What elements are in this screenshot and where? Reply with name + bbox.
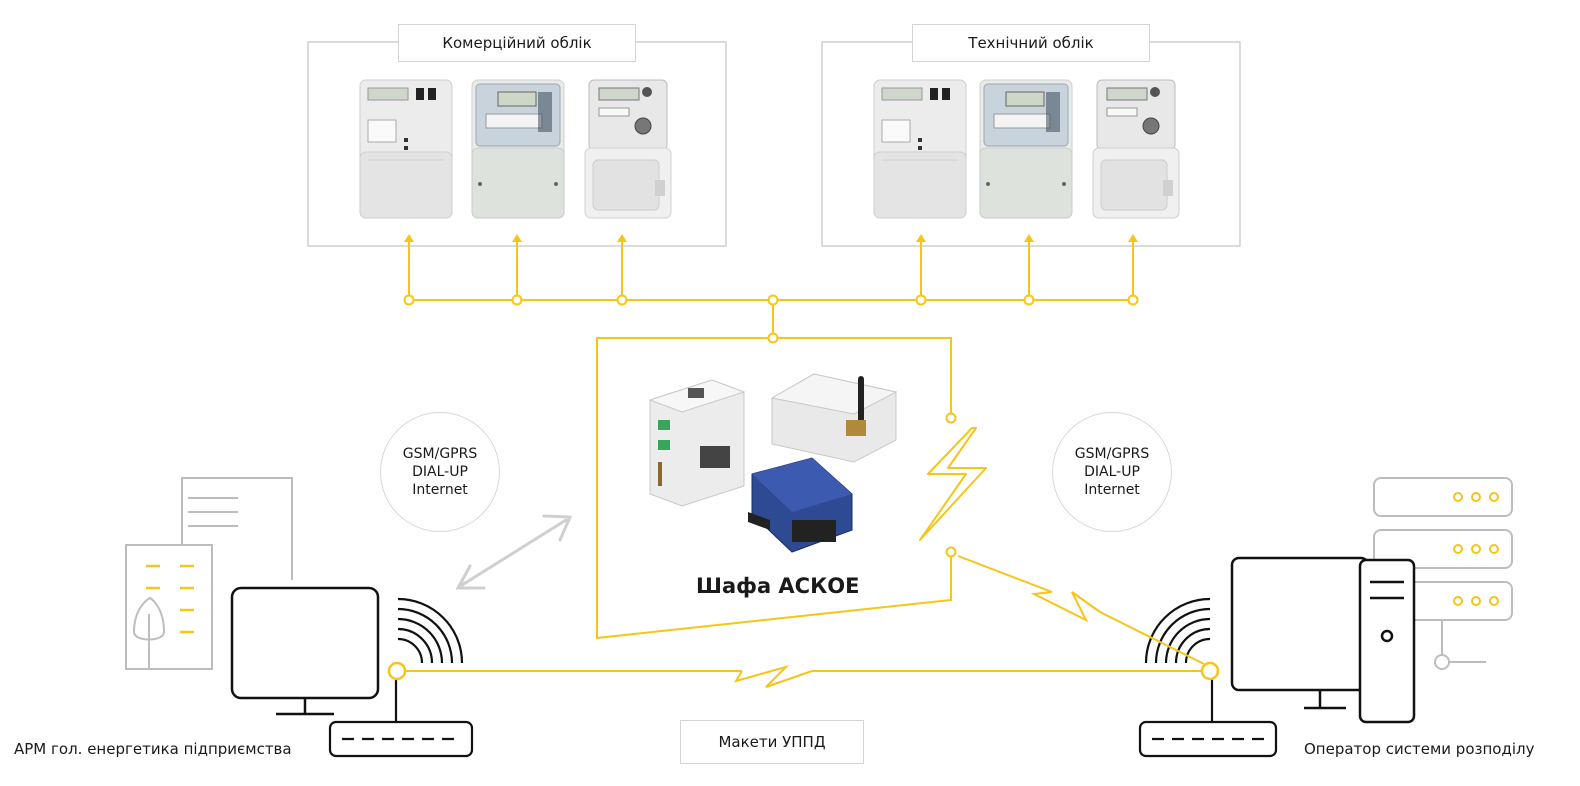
meter-image-5 bbox=[979, 79, 1073, 219]
technical-group-title: Технічний облік bbox=[912, 24, 1150, 62]
comm-channels-right: GSM/GPRS DIAL-UP Internet bbox=[1052, 412, 1172, 532]
server-rack-icon bbox=[1373, 477, 1513, 670]
bus-nodes bbox=[403, 294, 1139, 558]
comm-right-line-3: Internet bbox=[1084, 482, 1140, 498]
wireless-lightning-icon bbox=[919, 427, 987, 541]
enterprise-monitor-icon bbox=[230, 586, 380, 716]
comm-right-line-1: GSM/GPRS bbox=[1074, 446, 1150, 462]
cabinet-label: Шафа АСКОЕ bbox=[696, 574, 860, 598]
operator-label: Оператор системи розподілу bbox=[1304, 740, 1535, 758]
router-link bbox=[404, 555, 1205, 688]
enterprise-label: АРМ гол. енергетика підприємства bbox=[14, 740, 292, 758]
comm-right-line-2: DIAL-UP bbox=[1084, 464, 1140, 480]
meter-image-1 bbox=[359, 79, 453, 219]
meter-image-3 bbox=[584, 79, 672, 219]
commercial-group-title: Комерційний облік bbox=[398, 24, 636, 62]
router-nodes bbox=[387, 661, 1220, 681]
meter-image-6 bbox=[1092, 79, 1180, 219]
modems-label: Макети УППД bbox=[680, 720, 864, 764]
comm-left-line-2: DIAL-UP bbox=[412, 464, 468, 480]
building-window-marks bbox=[146, 564, 194, 634]
server-status-dots bbox=[1453, 492, 1499, 606]
meter-image-4 bbox=[873, 79, 967, 219]
bus-arrowheads bbox=[404, 234, 1138, 242]
operator-computer-icon bbox=[1230, 556, 1416, 724]
left-router-icon bbox=[328, 597, 474, 758]
building-icon bbox=[125, 477, 293, 670]
comm-left-line-3: Internet bbox=[412, 482, 468, 498]
meter-image-2 bbox=[471, 79, 565, 219]
right-router-icon bbox=[1138, 597, 1278, 758]
comm-channels-left: GSM/GPRS DIAL-UP Internet bbox=[380, 412, 500, 532]
bidirectional-arrow bbox=[455, 514, 573, 590]
comm-left-line-1: GSM/GPRS bbox=[402, 446, 478, 462]
cabinet-devices-image bbox=[648, 373, 898, 553]
